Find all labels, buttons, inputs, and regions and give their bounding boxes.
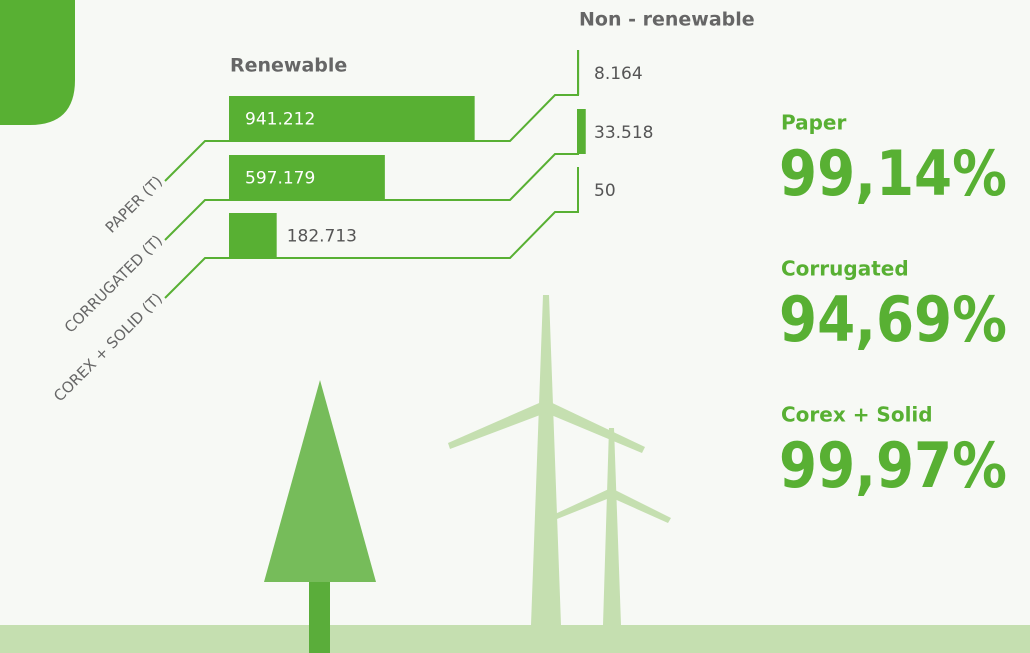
ground (0, 625, 1030, 653)
category-label: COREX + SOLID (T) (50, 289, 166, 405)
share-value: 99,14% (779, 137, 1007, 210)
category-label: CORRUGATED (T) (61, 231, 166, 336)
share-value: 94,69% (779, 283, 1007, 356)
share-name: Paper (781, 111, 846, 135)
value-label: 33.518 (594, 123, 653, 143)
tree-trunk (309, 582, 330, 653)
bar (229, 155, 385, 200)
bar (229, 213, 277, 258)
corner-decoration (0, 0, 75, 125)
wind-turbines (448, 295, 671, 625)
share-name: Corex + Solid (781, 403, 933, 427)
connector (164, 167, 579, 299)
bar (577, 50, 580, 95)
bar (577, 109, 586, 154)
share-value: 99,97% (779, 429, 1007, 502)
share-name: Corrugated (781, 257, 909, 281)
value-label: 50 (594, 181, 616, 201)
value-label: 182.713 (287, 227, 357, 247)
tree (264, 380, 376, 582)
category-label: PAPER (T) (102, 172, 166, 236)
series-title: Renewable (230, 55, 347, 77)
series-title: Non - renewable (579, 9, 755, 31)
value-label: 597.179 (245, 169, 315, 189)
value-label: 8.164 (594, 64, 643, 84)
value-label: 941.212 (245, 110, 315, 130)
bar (229, 96, 475, 141)
